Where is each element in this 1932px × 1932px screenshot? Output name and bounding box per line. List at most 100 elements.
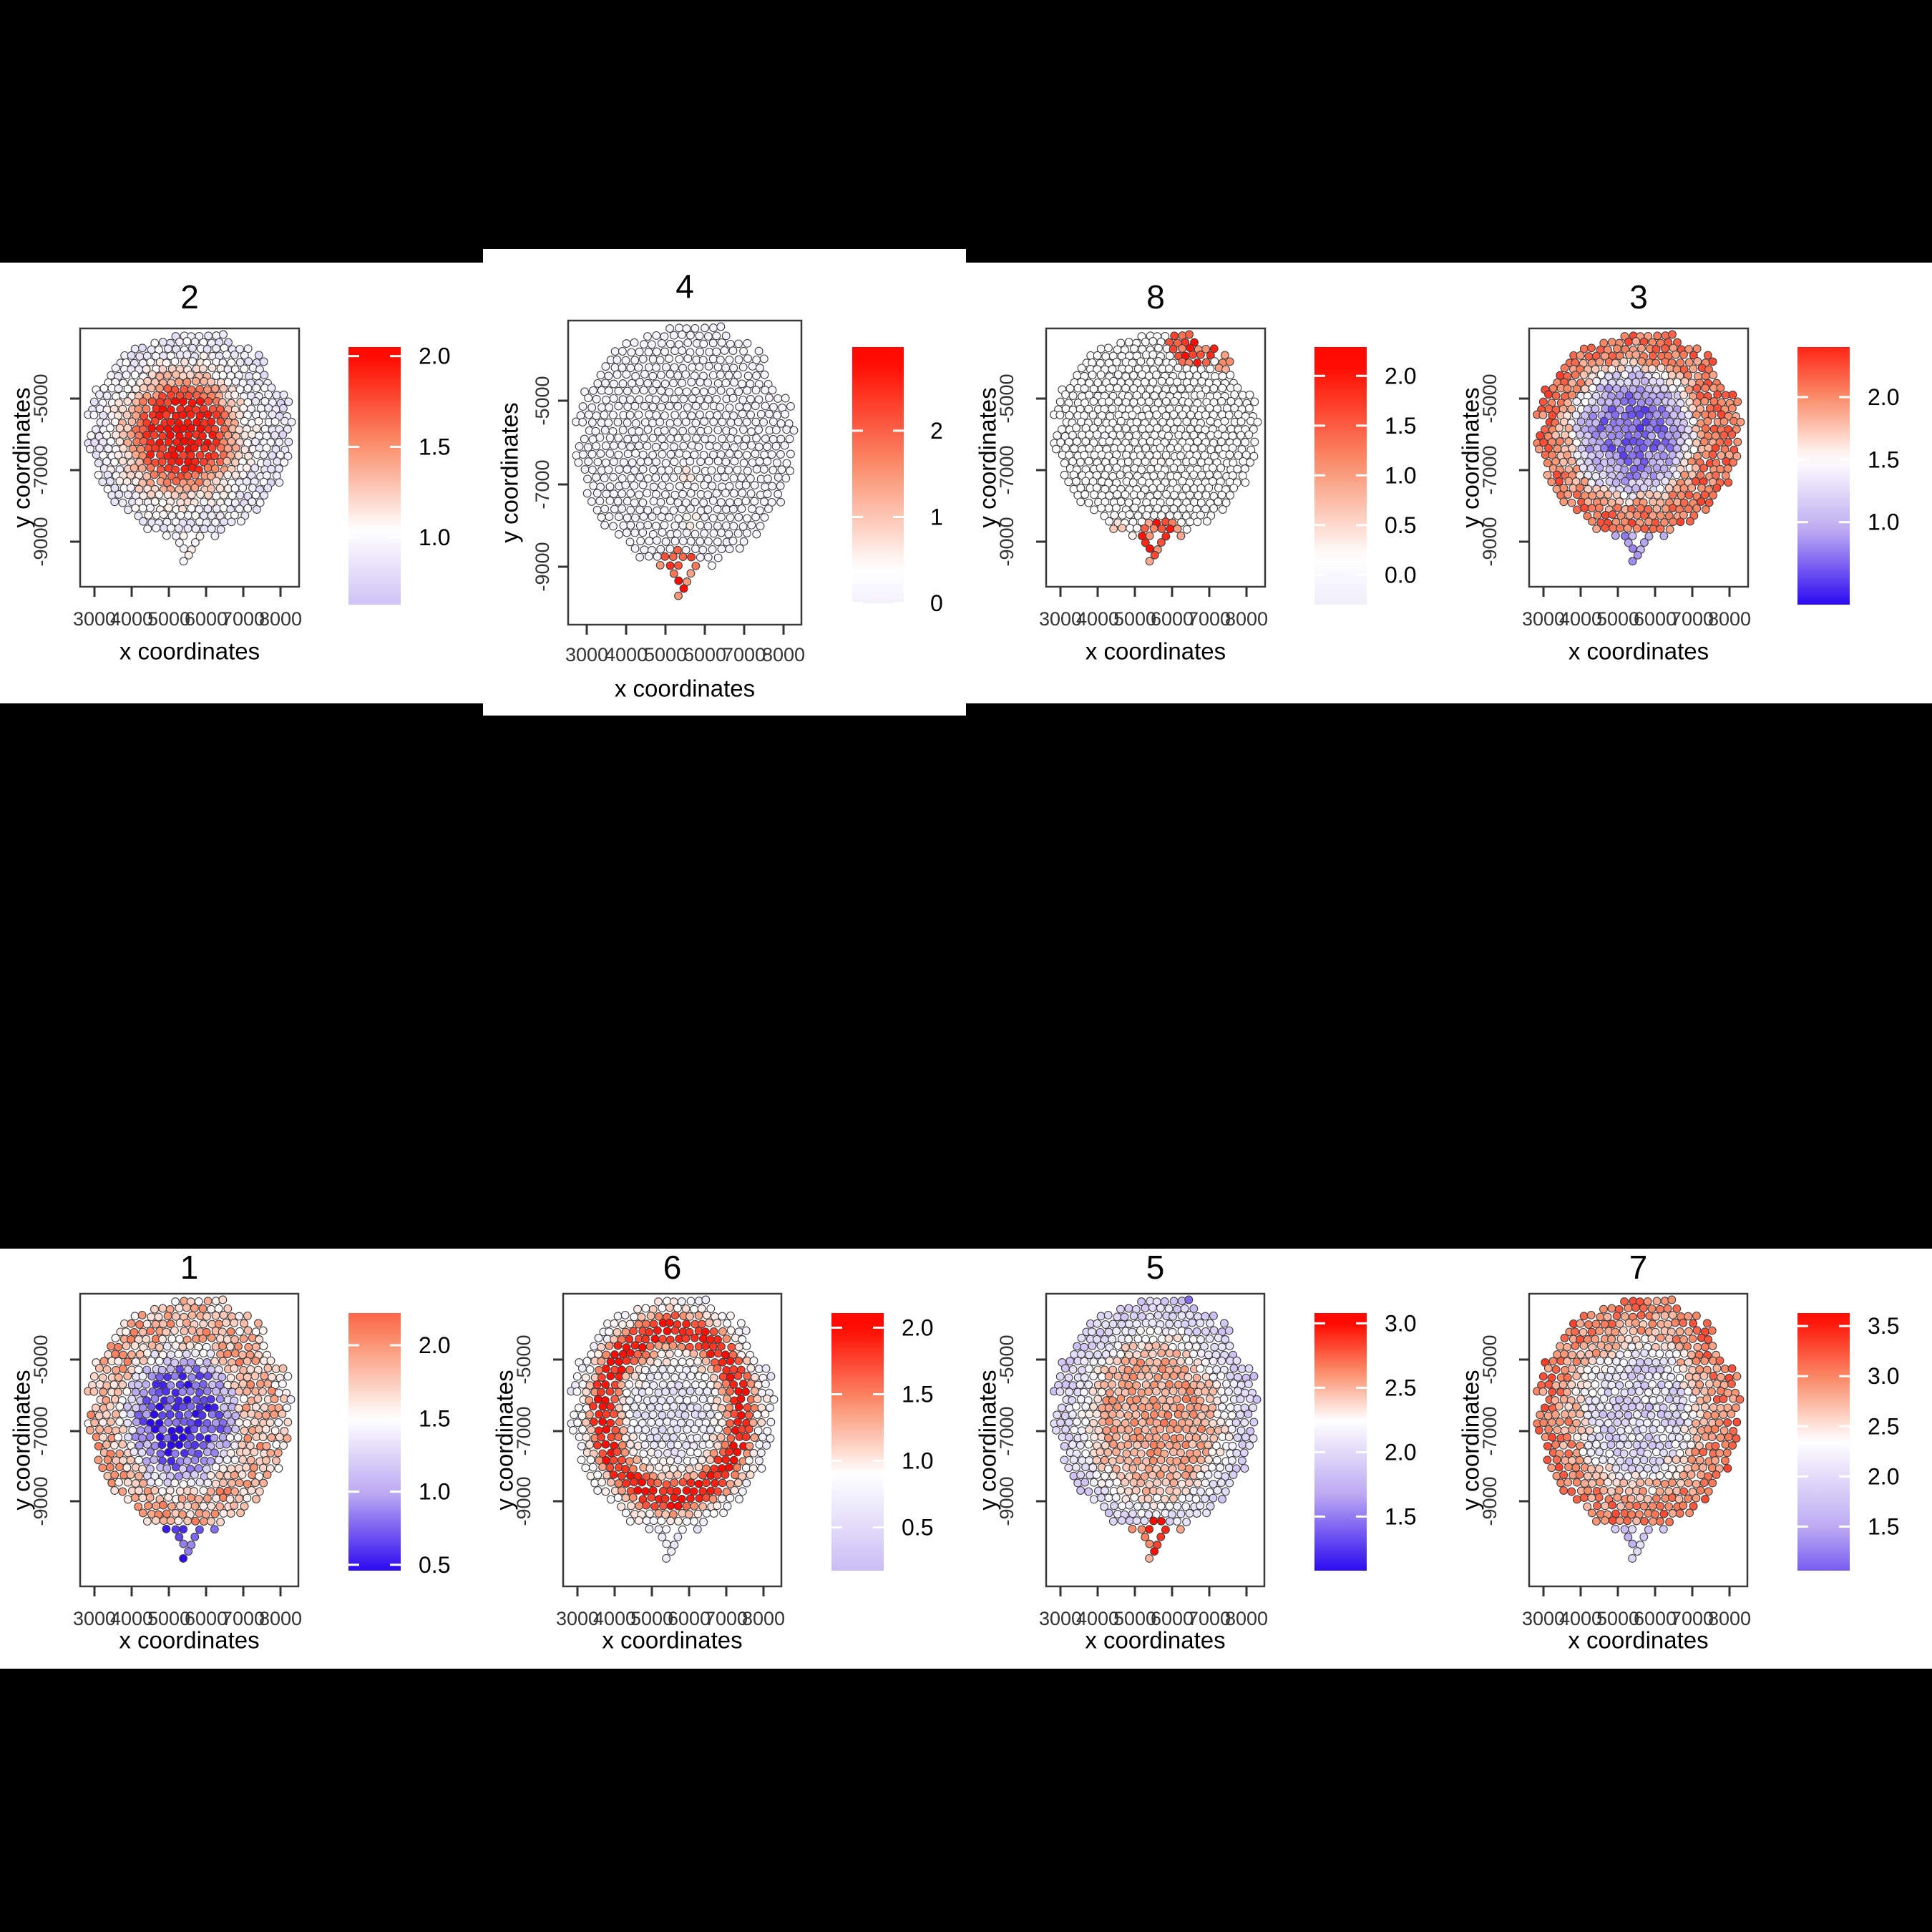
tissue-spot — [682, 1319, 691, 1329]
tissue-spot — [1097, 504, 1106, 513]
tissue-spot — [726, 418, 736, 427]
tissue-spot — [1604, 1433, 1614, 1442]
tissue-spot — [1093, 430, 1101, 439]
tissue-spot — [683, 480, 692, 489]
tissue-spot — [645, 1464, 655, 1473]
tissue-spot — [1197, 444, 1206, 452]
tissue-spot — [164, 1493, 173, 1502]
tissue-spot — [587, 449, 597, 459]
tissue-spot — [233, 1433, 243, 1442]
tissue-spot — [725, 482, 734, 491]
tissue-spot — [675, 482, 684, 491]
tissue-spot — [1651, 1327, 1660, 1337]
tissue-spot — [695, 362, 704, 371]
tissue-spot — [686, 504, 695, 513]
tissue-spot — [699, 339, 708, 348]
tissue-spot — [1680, 377, 1689, 386]
tissue-spot — [118, 1440, 127, 1449]
tissue-spot — [592, 1440, 602, 1450]
tissue-spot — [1136, 491, 1146, 499]
x-axis-title: x coordinates — [119, 638, 260, 665]
tissue-spot — [1085, 391, 1094, 400]
tissue-spot — [598, 1417, 608, 1426]
tissue-spot — [679, 394, 688, 404]
tissue-spot — [751, 1372, 759, 1382]
tissue-spot — [1101, 1471, 1109, 1480]
tissue-spot — [1068, 1440, 1077, 1449]
tissue-spot — [150, 1410, 159, 1419]
tissue-spot — [609, 1455, 618, 1465]
tissue-spot — [1068, 391, 1078, 401]
tissue-spot — [657, 512, 666, 522]
tissue-spot — [1191, 1342, 1201, 1351]
tissue-spot — [1672, 1304, 1682, 1313]
tissue-spot — [211, 1479, 220, 1488]
tissue-spot — [1178, 1387, 1186, 1396]
tissue-spot — [666, 1440, 675, 1450]
tissue-spot — [1636, 504, 1645, 513]
tissue-spot — [691, 401, 701, 411]
tissue-spot — [747, 427, 756, 436]
tissue-spot — [275, 1433, 284, 1442]
tissue-spot — [674, 1348, 683, 1357]
tissue-spot — [589, 481, 598, 490]
x-tick-label: 8000 — [259, 608, 302, 630]
tissue-spot — [186, 1387, 195, 1396]
tissue-spot — [1124, 1304, 1133, 1313]
tissue-spot — [1581, 384, 1590, 394]
tissue-spot — [1592, 376, 1601, 386]
tissue-spot — [1093, 1395, 1103, 1404]
tissue-spot — [1055, 411, 1065, 419]
tissue-spot — [670, 521, 680, 530]
tissue-spot — [1108, 1365, 1118, 1375]
tissue-spot — [134, 1380, 143, 1390]
tissue-spot — [1128, 1524, 1137, 1533]
tissue-spot — [1595, 463, 1604, 472]
tissue-spot — [1136, 1358, 1146, 1367]
tissue-spot — [670, 1326, 680, 1335]
tissue-spot — [1085, 1350, 1094, 1360]
tissue-spot — [769, 466, 778, 474]
tissue-spot — [1249, 452, 1259, 461]
tissue-spot — [1131, 1410, 1141, 1419]
tissue-spot — [123, 1495, 132, 1504]
tissue-spot — [712, 347, 721, 356]
panel-plot-svg: 1y coordinates-5000-7000-900030004000500… — [9, 1249, 451, 1654]
tissue-spot — [187, 1311, 197, 1320]
tissue-spot — [658, 1410, 667, 1420]
tissue-spot — [1188, 1318, 1197, 1327]
tissue-spot — [1596, 1341, 1606, 1350]
tissue-spot — [194, 1495, 203, 1503]
tissue-spot — [150, 1485, 160, 1495]
tissue-spot — [645, 410, 654, 419]
tissue-spot — [1661, 410, 1670, 419]
tissue-spot — [776, 419, 786, 428]
tissue-spot — [621, 1465, 630, 1473]
tissue-spot — [713, 379, 723, 388]
tissue-spot — [1234, 451, 1243, 460]
tissue-spot — [1234, 1372, 1242, 1382]
tissue-spot — [1084, 1440, 1093, 1449]
x-tick-label: 7000 — [705, 1608, 748, 1629]
tissue-spot — [1244, 1364, 1254, 1373]
tissue-spot — [1572, 438, 1581, 447]
tissue-spot — [1244, 1380, 1253, 1389]
tissue-spot — [138, 1508, 147, 1518]
tissue-spot — [733, 529, 743, 538]
tissue-spot — [1169, 1312, 1177, 1321]
tissue-spot — [763, 1427, 772, 1435]
tissue-spot — [162, 410, 171, 419]
tissue-spot — [235, 358, 245, 367]
tissue-spot — [1636, 490, 1645, 499]
tissue-spot — [702, 1508, 711, 1518]
tissue-spot — [782, 459, 791, 468]
tissue-spot — [665, 1456, 675, 1465]
tissue-spot — [1132, 1516, 1141, 1526]
tissue-spot — [638, 1357, 647, 1366]
tissue-spot — [665, 1303, 674, 1312]
y-tick-label: -9000 — [1479, 517, 1501, 566]
tissue-spot — [256, 1380, 265, 1388]
tissue-spot — [114, 399, 123, 407]
tissue-spot — [1170, 396, 1179, 406]
tissue-spot — [1140, 1350, 1149, 1359]
